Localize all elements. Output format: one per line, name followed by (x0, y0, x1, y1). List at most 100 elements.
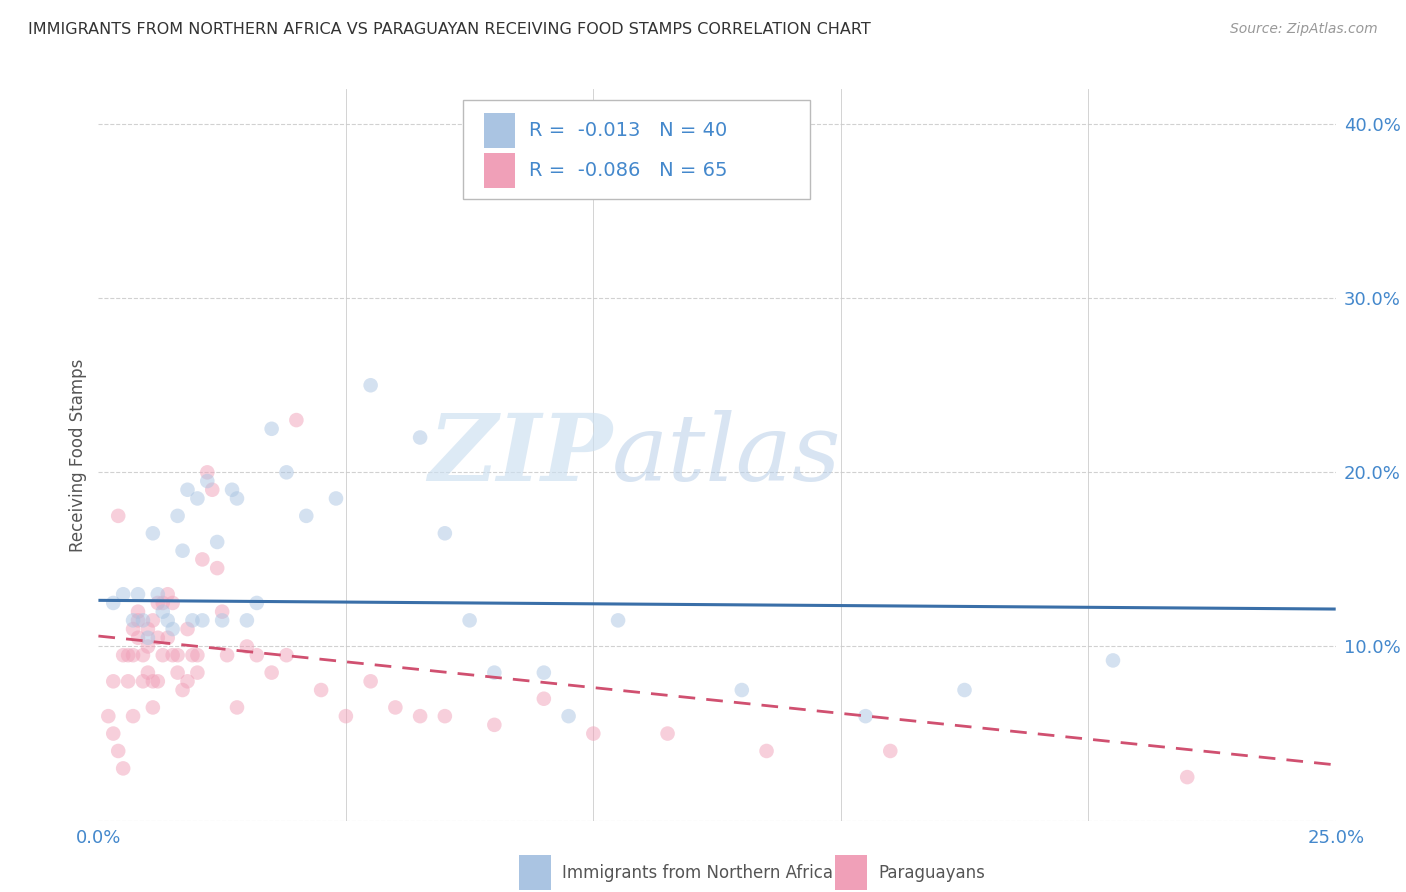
Text: Paraguayans: Paraguayans (877, 864, 984, 882)
Point (1102, 653, 1125, 667)
Point (132, 613, 155, 627)
Point (166, 508, 188, 523)
Point (156, 587, 179, 601)
Point (146, 631, 169, 645)
Point (122, 648, 145, 663)
Point (533, 665, 555, 680)
Point (186, 665, 208, 680)
Point (246, 648, 269, 663)
Text: IMMIGRANTS FROM NORTHERN AFRICA VS PARAGUAYAN RECEIVING FOOD STAMPS CORRELATION : IMMIGRANTS FROM NORTHERN AFRICA VS PARAG… (28, 22, 870, 37)
Text: Immigrants from Northern Africa: Immigrants from Northern Africa (562, 864, 834, 882)
Point (186, 648, 208, 663)
Point (582, 726, 605, 740)
Point (211, 605, 233, 619)
Point (136, 622, 159, 636)
Point (607, 613, 630, 627)
Point (557, 709, 579, 723)
Point (217, 648, 239, 663)
Point (142, 613, 165, 627)
Point (132, 674, 155, 689)
Text: ZIP: ZIP (427, 410, 612, 500)
FancyBboxPatch shape (835, 855, 866, 890)
Y-axis label: Receiving Food Stamps: Receiving Food Stamps (69, 359, 87, 551)
Point (146, 674, 169, 689)
Point (132, 648, 155, 663)
Point (309, 683, 332, 698)
Point (186, 491, 208, 506)
Point (122, 622, 145, 636)
Point (136, 665, 159, 680)
Point (953, 683, 976, 698)
Point (172, 683, 194, 698)
Point (127, 613, 149, 627)
Point (360, 378, 382, 392)
Point (855, 709, 877, 723)
Point (136, 631, 159, 645)
Point (195, 474, 218, 488)
Point (181, 648, 204, 663)
Text: R =  -0.013   N = 40: R = -0.013 N = 40 (529, 120, 727, 140)
Point (879, 744, 901, 758)
Point (484, 718, 506, 732)
Point (142, 674, 165, 689)
Point (112, 648, 135, 663)
Point (103, 674, 125, 689)
Point (176, 483, 198, 497)
Point (260, 422, 283, 436)
Point (176, 622, 198, 636)
Point (146, 596, 169, 610)
FancyBboxPatch shape (519, 855, 551, 890)
Point (112, 587, 135, 601)
Point (325, 491, 347, 506)
Point (657, 726, 679, 740)
Point (117, 648, 139, 663)
Point (484, 665, 506, 680)
Point (433, 526, 456, 541)
Point (205, 561, 228, 575)
Point (221, 483, 243, 497)
Point (731, 683, 754, 698)
Point (226, 491, 249, 506)
Point (1175, 770, 1198, 784)
Point (146, 587, 169, 601)
Point (191, 613, 214, 627)
Point (181, 613, 204, 627)
Point (409, 430, 432, 444)
Point (433, 709, 456, 723)
Point (195, 466, 218, 480)
Point (156, 631, 179, 645)
Point (112, 761, 135, 775)
Point (236, 640, 259, 654)
Point (162, 622, 184, 636)
Point (276, 648, 298, 663)
Text: R =  -0.086   N = 65: R = -0.086 N = 65 (529, 161, 727, 180)
Point (176, 674, 198, 689)
Text: Source: ZipAtlas.com: Source: ZipAtlas.com (1230, 22, 1378, 37)
Point (142, 526, 165, 541)
Point (166, 665, 188, 680)
Point (166, 648, 188, 663)
Point (103, 596, 125, 610)
Point (205, 535, 228, 549)
Point (295, 508, 318, 523)
Point (142, 700, 165, 714)
Point (384, 700, 406, 714)
Point (201, 483, 224, 497)
Point (117, 674, 139, 689)
Point (360, 674, 382, 689)
Point (285, 413, 308, 427)
Point (172, 543, 194, 558)
Point (162, 596, 184, 610)
Point (162, 648, 184, 663)
Point (276, 466, 298, 480)
FancyBboxPatch shape (485, 112, 516, 148)
Point (127, 605, 149, 619)
Point (260, 665, 283, 680)
Point (211, 613, 233, 627)
Point (458, 613, 481, 627)
FancyBboxPatch shape (464, 100, 810, 199)
Point (236, 613, 259, 627)
Point (156, 613, 179, 627)
Point (97, 709, 120, 723)
Point (246, 596, 269, 610)
